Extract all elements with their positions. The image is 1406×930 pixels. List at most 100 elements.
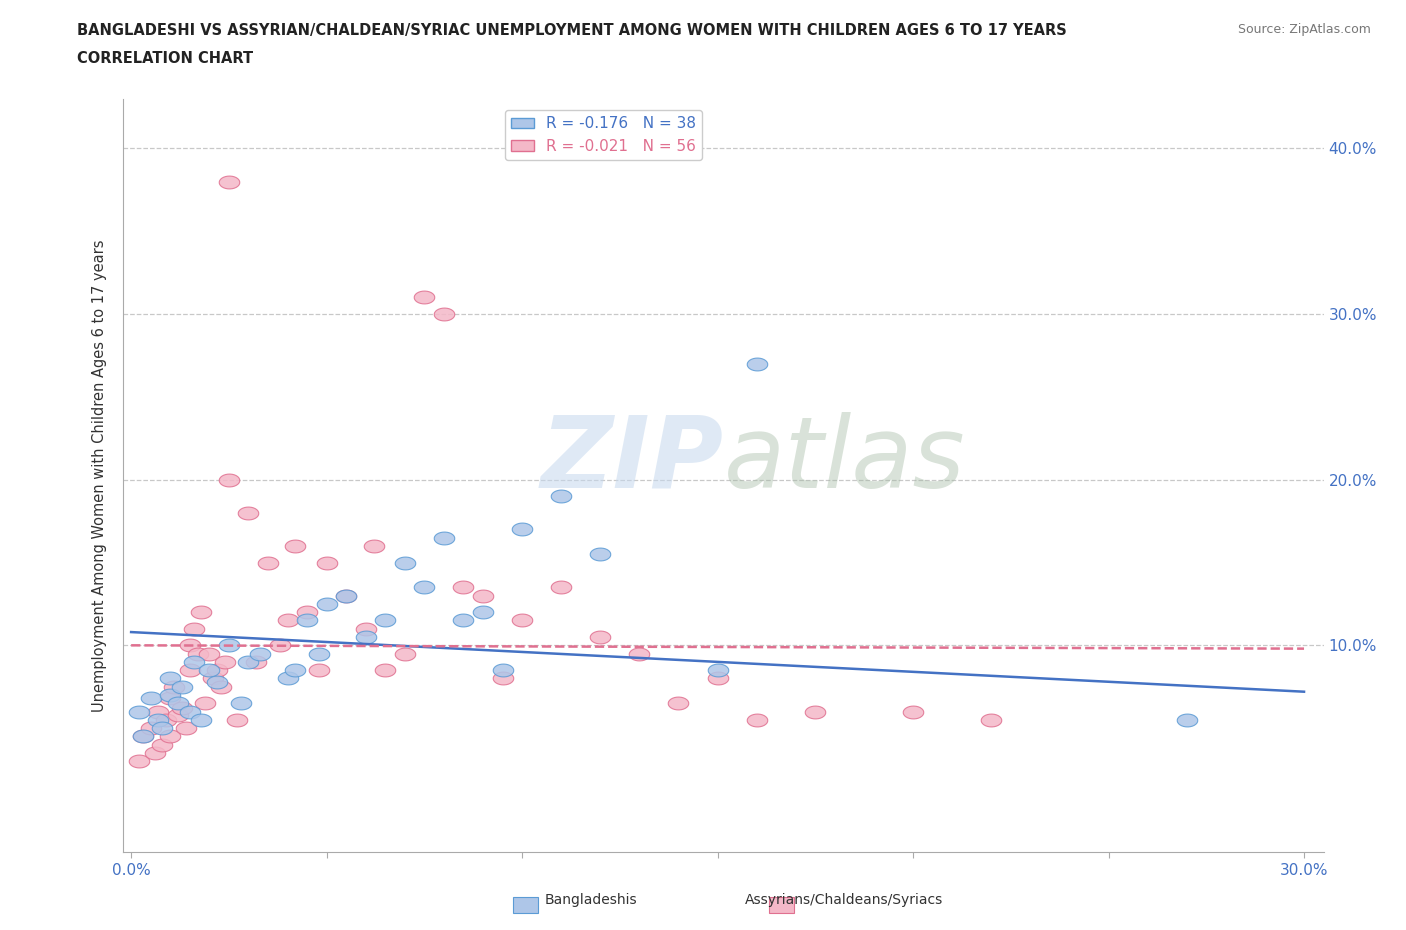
Point — [218, 174, 240, 189]
Point — [668, 696, 690, 711]
Point — [132, 729, 155, 744]
Point — [183, 655, 205, 670]
Point — [472, 588, 495, 603]
Point — [159, 671, 181, 686]
Point — [205, 663, 228, 678]
Point — [1175, 712, 1198, 727]
Point — [128, 704, 150, 719]
Point — [179, 638, 201, 653]
Point — [225, 712, 247, 727]
Point — [335, 588, 357, 603]
Point — [589, 547, 612, 562]
Text: BANGLADESHI VS ASSYRIAN/CHALDEAN/SYRIAC UNEMPLOYMENT AMONG WOMEN WITH CHILDREN A: BANGLADESHI VS ASSYRIAN/CHALDEAN/SYRIAC … — [77, 23, 1067, 38]
Point — [183, 621, 205, 636]
Point — [335, 588, 357, 603]
Point — [139, 721, 162, 736]
Point — [453, 580, 475, 595]
Point — [148, 704, 170, 719]
Point — [190, 604, 212, 619]
Point — [308, 646, 330, 661]
Point — [374, 613, 396, 628]
Point — [706, 671, 728, 686]
Point — [980, 712, 1002, 727]
Point — [284, 663, 307, 678]
Point — [148, 712, 170, 727]
Point — [205, 674, 228, 689]
Text: Assyrians/Chaldeans/Syriacs: Assyrians/Chaldeans/Syriacs — [744, 893, 943, 907]
Point — [198, 646, 221, 661]
Point — [269, 638, 291, 653]
Point — [308, 663, 330, 678]
Point — [179, 663, 201, 678]
Y-axis label: Unemployment Among Women with Children Ages 6 to 17 years: Unemployment Among Women with Children A… — [93, 239, 107, 711]
Text: CORRELATION CHART: CORRELATION CHART — [77, 51, 253, 66]
Point — [194, 696, 217, 711]
Text: Source: ZipAtlas.com: Source: ZipAtlas.com — [1237, 23, 1371, 36]
Point — [413, 580, 436, 595]
Point — [170, 679, 193, 694]
Point — [245, 655, 267, 670]
Point — [276, 671, 298, 686]
Legend: R = -0.176   N = 38, R = -0.021   N = 56: R = -0.176 N = 38, R = -0.021 N = 56 — [505, 110, 702, 160]
Text: ZIP: ZIP — [540, 412, 724, 509]
Point — [354, 630, 377, 644]
Point — [238, 505, 260, 520]
Point — [152, 737, 174, 752]
Point — [453, 613, 475, 628]
Point — [174, 721, 197, 736]
Point — [433, 530, 456, 545]
Point — [295, 604, 318, 619]
Point — [159, 691, 181, 706]
Point — [159, 687, 181, 702]
Point — [550, 489, 572, 504]
Point — [491, 671, 513, 686]
Point — [901, 704, 924, 719]
Point — [745, 712, 768, 727]
Point — [159, 729, 181, 744]
Point — [413, 290, 436, 305]
Point — [257, 555, 280, 570]
Point — [804, 704, 827, 719]
Point — [295, 613, 318, 628]
Point — [152, 721, 174, 736]
Point — [143, 746, 166, 761]
Point — [190, 712, 212, 727]
Point — [394, 646, 416, 661]
Point — [354, 621, 377, 636]
Point — [249, 646, 271, 661]
Point — [170, 701, 193, 716]
Point — [132, 729, 155, 744]
Point — [589, 630, 612, 644]
Point — [179, 704, 201, 719]
Point — [374, 663, 396, 678]
Point — [491, 663, 513, 678]
Point — [187, 646, 209, 661]
Point — [209, 679, 232, 694]
Point — [155, 712, 177, 727]
Point — [628, 646, 651, 661]
Point — [433, 307, 456, 322]
Point — [276, 613, 298, 628]
Point — [198, 663, 221, 678]
Point — [510, 522, 533, 537]
Point — [167, 708, 190, 723]
Point — [363, 538, 385, 553]
Text: Bangladeshis: Bangladeshis — [544, 893, 637, 907]
Text: atlas: atlas — [724, 412, 965, 509]
Point — [218, 638, 240, 653]
Point — [214, 655, 236, 670]
Point — [315, 596, 337, 611]
Point — [163, 679, 186, 694]
Point — [472, 604, 495, 619]
Point — [229, 696, 252, 711]
Point — [394, 555, 416, 570]
Point — [510, 613, 533, 628]
Point — [284, 538, 307, 553]
Point — [315, 555, 337, 570]
Point — [745, 356, 768, 371]
Point — [139, 691, 162, 706]
Point — [550, 580, 572, 595]
Point — [167, 696, 190, 711]
Point — [218, 472, 240, 487]
Point — [238, 655, 260, 670]
